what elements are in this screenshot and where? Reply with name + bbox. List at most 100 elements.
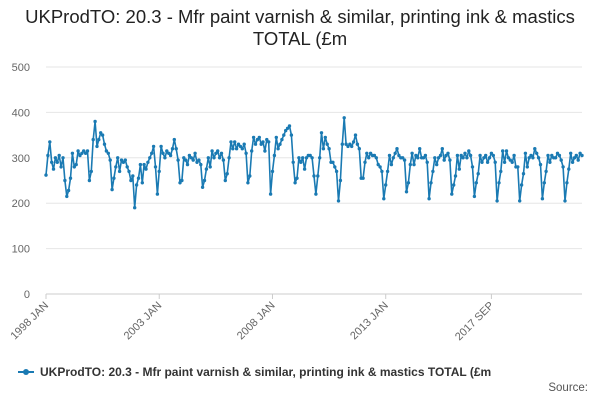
data-point[interactable] bbox=[452, 183, 456, 187]
data-point[interactable] bbox=[429, 181, 433, 185]
data-point[interactable] bbox=[384, 183, 388, 187]
data-point[interactable] bbox=[187, 153, 192, 158]
data-point[interactable] bbox=[200, 185, 205, 189]
data-point[interactable] bbox=[331, 160, 335, 164]
data-point[interactable] bbox=[199, 162, 203, 167]
data-point[interactable] bbox=[493, 160, 497, 164]
data-point[interactable] bbox=[83, 151, 88, 155]
data-point[interactable] bbox=[484, 153, 488, 158]
data-point[interactable] bbox=[414, 153, 418, 158]
data-point[interactable] bbox=[172, 137, 176, 142]
data-point[interactable] bbox=[123, 158, 128, 162]
data-point[interactable] bbox=[227, 156, 231, 160]
data-point[interactable] bbox=[518, 199, 522, 203]
data-point[interactable] bbox=[204, 167, 209, 171]
data-point[interactable] bbox=[578, 151, 582, 155]
data-point[interactable] bbox=[510, 160, 514, 164]
data-point[interactable] bbox=[372, 153, 377, 158]
data-point[interactable] bbox=[80, 151, 84, 155]
data-point[interactable] bbox=[148, 156, 152, 160]
data-point[interactable] bbox=[427, 197, 431, 201]
data-point[interactable] bbox=[278, 142, 282, 146]
data-point[interactable] bbox=[491, 153, 495, 158]
data-point[interactable] bbox=[138, 162, 143, 167]
data-point[interactable] bbox=[248, 174, 252, 178]
data-point[interactable] bbox=[178, 181, 182, 185]
data-point[interactable] bbox=[533, 147, 537, 151]
data-point[interactable] bbox=[389, 162, 394, 167]
data-point[interactable] bbox=[440, 147, 444, 151]
data-point[interactable] bbox=[470, 165, 475, 169]
data-point[interactable] bbox=[433, 156, 437, 160]
data-point[interactable] bbox=[272, 153, 277, 158]
data-point[interactable] bbox=[363, 160, 367, 164]
data-point[interactable] bbox=[255, 137, 260, 142]
data-point[interactable] bbox=[567, 167, 571, 171]
data-point[interactable] bbox=[50, 160, 54, 164]
data-point[interactable] bbox=[425, 160, 429, 164]
data-point[interactable] bbox=[387, 153, 392, 158]
data-point[interactable] bbox=[95, 144, 99, 149]
data-point[interactable] bbox=[238, 144, 243, 149]
data-point[interactable] bbox=[76, 149, 80, 153]
data-point[interactable] bbox=[325, 142, 329, 146]
data-point[interactable] bbox=[163, 156, 167, 160]
data-point[interactable] bbox=[182, 156, 186, 160]
data-point[interactable] bbox=[474, 181, 478, 185]
data-point[interactable] bbox=[136, 176, 141, 180]
data-point[interactable] bbox=[129, 178, 133, 183]
data-point[interactable] bbox=[323, 135, 327, 140]
data-point[interactable] bbox=[334, 169, 339, 174]
data-point[interactable] bbox=[44, 173, 48, 177]
data-point[interactable] bbox=[70, 151, 75, 155]
data-point[interactable] bbox=[431, 169, 435, 174]
data-point[interactable] bbox=[448, 158, 452, 162]
data-point[interactable] bbox=[78, 153, 82, 158]
data-point[interactable] bbox=[351, 140, 356, 144]
data-point[interactable] bbox=[242, 142, 246, 146]
data-point[interactable] bbox=[270, 169, 275, 174]
data-point[interactable] bbox=[131, 174, 135, 178]
data-point[interactable] bbox=[336, 199, 341, 203]
data-point[interactable] bbox=[284, 128, 288, 133]
data-point[interactable] bbox=[214, 151, 218, 155]
data-point[interactable] bbox=[89, 169, 94, 174]
data-point[interactable] bbox=[100, 133, 105, 137]
data-point[interactable] bbox=[546, 153, 550, 158]
data-point[interactable] bbox=[61, 156, 65, 160]
data-point[interactable] bbox=[525, 165, 529, 169]
data-point[interactable] bbox=[368, 151, 373, 155]
data-point[interactable] bbox=[176, 158, 180, 162]
data-point[interactable] bbox=[418, 147, 422, 151]
data-point[interactable] bbox=[127, 169, 131, 174]
data-point[interactable] bbox=[314, 192, 318, 196]
data-point[interactable] bbox=[55, 160, 59, 164]
data-point[interactable] bbox=[565, 181, 569, 185]
data-point[interactable] bbox=[553, 156, 558, 160]
data-point[interactable] bbox=[463, 151, 467, 155]
data-point[interactable] bbox=[561, 165, 565, 169]
data-point[interactable] bbox=[193, 151, 197, 155]
data-point[interactable] bbox=[167, 151, 171, 155]
data-point[interactable] bbox=[246, 181, 250, 185]
data-point[interactable] bbox=[217, 156, 222, 160]
data-point[interactable] bbox=[263, 149, 267, 153]
data-point[interactable] bbox=[487, 156, 492, 160]
data-point[interactable] bbox=[299, 160, 303, 164]
data-point[interactable] bbox=[244, 151, 248, 155]
data-point[interactable] bbox=[408, 162, 412, 167]
data-point[interactable] bbox=[161, 151, 165, 155]
legend[interactable]: UKProdTO: 20.3 - Mfr paint varnish & sim… bbox=[18, 365, 491, 379]
data-point[interactable] bbox=[574, 153, 578, 158]
data-point[interactable] bbox=[397, 153, 401, 158]
data-point[interactable] bbox=[508, 158, 512, 162]
data-point[interactable] bbox=[97, 137, 101, 142]
data-point[interactable] bbox=[327, 147, 331, 151]
data-point[interactable] bbox=[504, 149, 509, 153]
data-point[interactable] bbox=[580, 153, 584, 158]
data-point[interactable] bbox=[501, 149, 505, 153]
data-point[interactable] bbox=[527, 156, 531, 160]
data-point[interactable] bbox=[555, 151, 560, 155]
data-point[interactable] bbox=[74, 162, 78, 167]
data-point[interactable] bbox=[319, 131, 324, 135]
